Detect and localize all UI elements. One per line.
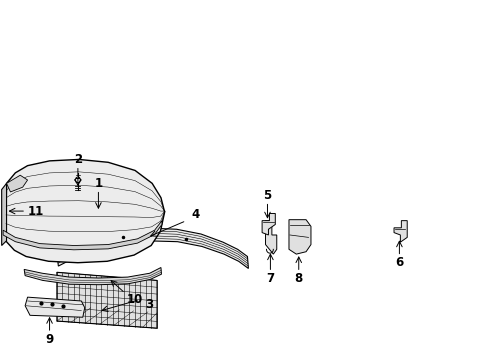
Polygon shape bbox=[25, 297, 85, 317]
Text: 4: 4 bbox=[191, 208, 199, 221]
Text: 2: 2 bbox=[74, 153, 82, 166]
Text: 1: 1 bbox=[95, 177, 102, 190]
Text: 10: 10 bbox=[127, 293, 143, 306]
Polygon shape bbox=[57, 272, 157, 328]
Polygon shape bbox=[57, 228, 248, 269]
Text: 3: 3 bbox=[146, 298, 154, 311]
Polygon shape bbox=[6, 175, 27, 192]
Polygon shape bbox=[394, 221, 407, 242]
Polygon shape bbox=[266, 221, 277, 254]
Polygon shape bbox=[289, 220, 311, 254]
Polygon shape bbox=[3, 221, 162, 250]
Text: 6: 6 bbox=[395, 256, 404, 269]
Polygon shape bbox=[5, 159, 165, 263]
Text: 9: 9 bbox=[46, 333, 54, 346]
Text: 11: 11 bbox=[28, 204, 44, 217]
Polygon shape bbox=[262, 213, 275, 235]
Text: 5: 5 bbox=[263, 189, 271, 202]
Polygon shape bbox=[1, 183, 6, 246]
Text: 7: 7 bbox=[267, 273, 274, 285]
Text: 8: 8 bbox=[294, 273, 303, 285]
Polygon shape bbox=[24, 267, 161, 285]
